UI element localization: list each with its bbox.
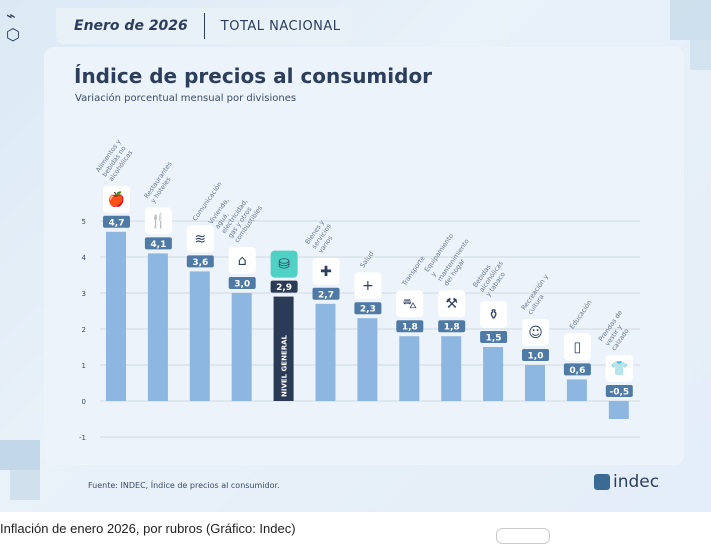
value-badge <box>563 363 591 376</box>
chart-title: Índice de precios al consumidor <box>74 64 433 88</box>
chart-subtitle: Variación porcentual mensual por divisio… <box>75 93 297 104</box>
house-energy-icon: ⌂ <box>238 253 247 269</box>
icon-box <box>438 290 466 318</box>
bar <box>441 336 462 401</box>
icon-box <box>312 257 340 285</box>
bar <box>399 336 420 401</box>
bar <box>315 303 336 401</box>
y-tick-label: -1 <box>79 434 86 442</box>
source-note: Fuente: INDEC, Índice de precios al cons… <box>88 481 280 490</box>
icon-box <box>522 319 549 346</box>
icon-box <box>186 225 214 253</box>
value-badge <box>312 287 340 300</box>
caption-button[interactable] <box>496 528 550 544</box>
value-label: 2,3 <box>360 305 376 315</box>
value-label: 4,1 <box>150 240 166 250</box>
category-label: Salud <box>358 250 375 269</box>
value-label: 1,8 <box>402 323 418 333</box>
category-label: Educación <box>568 299 594 331</box>
value-label: 1,5 <box>486 334 502 344</box>
health-cross-icon: + <box>362 278 374 294</box>
value-badge <box>480 331 508 343</box>
icon-box <box>396 290 424 318</box>
bar <box>608 401 629 419</box>
icon-box <box>228 247 256 274</box>
indec-logo-icon <box>594 474 610 490</box>
icon-box <box>270 250 298 278</box>
value-badge <box>396 320 424 333</box>
bar <box>357 318 378 401</box>
bar <box>231 293 252 401</box>
value-label: 0,6 <box>569 366 585 376</box>
tag-icon: ⌁ ⬡ <box>6 6 20 44</box>
theater-masks-icon: ☺ <box>528 325 543 341</box>
value-label: 1,0 <box>528 352 544 362</box>
value-badge <box>144 237 172 250</box>
indec-logo-text: indec <box>613 472 660 492</box>
value-label: 1,8 <box>444 323 460 333</box>
bottle-icon: ⚱ <box>488 307 500 323</box>
header-date: Enero de 2026 <box>74 18 188 34</box>
bar-inner-label: NIVEL GENERAL <box>281 334 289 397</box>
value-badge <box>605 385 633 397</box>
book-icon: ▯ <box>574 339 582 355</box>
value-label: 2,7 <box>318 290 334 300</box>
value-badge <box>522 349 549 361</box>
car-icon: ⛍ <box>403 296 417 312</box>
food-basket-icon: 🍎 <box>108 190 125 208</box>
value-badge <box>354 302 382 315</box>
y-tick-label: 1 <box>82 362 86 370</box>
bar <box>273 296 294 401</box>
category-label: Transporte <box>400 254 427 288</box>
bar <box>483 347 504 401</box>
bar <box>525 365 545 401</box>
indec-logo: indec <box>594 472 659 492</box>
restaurant-icon: 🍴 <box>150 212 167 229</box>
image-caption: Inflación de enero 2026, por rubros (Grá… <box>0 521 296 536</box>
value-label: 3,6 <box>192 258 208 268</box>
value-badge <box>186 255 214 268</box>
y-tick-label: 2 <box>82 326 86 334</box>
y-tick-label: 0 <box>82 398 86 406</box>
y-tick-label: 5 <box>82 218 86 226</box>
value-label: 2,9 <box>276 283 292 293</box>
icon-box <box>354 272 382 300</box>
category-label: y <box>429 270 438 278</box>
y-tick-label: 3 <box>82 290 86 298</box>
value-label: -0,5 <box>609 388 629 398</box>
shopping-basket-icon: ⛁ <box>278 257 290 273</box>
value-badge <box>228 277 256 289</box>
cosmetics-icon: ✚ <box>320 264 332 280</box>
value-badge <box>103 215 130 228</box>
bar <box>189 271 210 401</box>
bar <box>147 253 168 401</box>
y-tick-label: 4 <box>82 254 87 262</box>
value-label: 4,7 <box>109 218 125 228</box>
value-badge <box>438 320 466 333</box>
header-divider <box>203 13 205 39</box>
shirt-icon: 👕 <box>611 361 628 377</box>
wifi-icon: ≋ <box>194 231 206 247</box>
tools-icon: ⚒ <box>445 296 458 312</box>
header-pill: Enero de 2026 TOTAL NACIONAL <box>56 8 352 44</box>
value-label: 3,0 <box>234 280 250 290</box>
icon-box <box>480 301 508 328</box>
bar <box>106 231 126 401</box>
icon-box <box>563 333 591 361</box>
icon-box <box>144 207 172 235</box>
value-badge <box>270 280 298 293</box>
bar <box>566 379 587 401</box>
header-scope: TOTAL NACIONAL <box>220 18 341 34</box>
icon-box <box>605 355 633 382</box>
icon-box <box>103 185 130 213</box>
